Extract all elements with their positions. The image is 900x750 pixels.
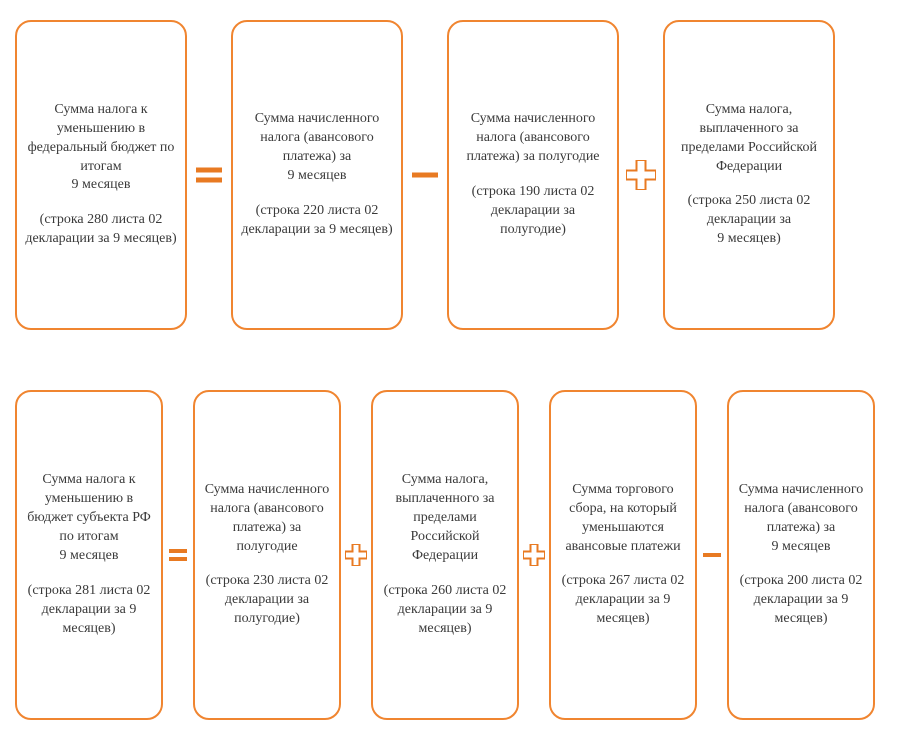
box-main-text: Сумма налога к уменьшению в федеральный … — [25, 101, 177, 195]
operator-plus-icon — [519, 544, 549, 566]
formula-box: Сумма налога к уменьшению в бюджет субъе… — [15, 390, 163, 720]
diagram-root: Сумма налога к уменьшению в федеральный … — [15, 20, 900, 720]
box-sub-text: (строка 250 листа 02 декларации за9 меся… — [673, 192, 825, 249]
box-sub-text: (строка 280 листа 02 декларации за 9 мес… — [25, 211, 177, 249]
formula-box: Сумма начисленного налога (авансового пл… — [447, 20, 619, 330]
box-main-text: Сумма налога, выплаченного за пределами … — [673, 101, 825, 177]
operator-equals-icon — [187, 160, 231, 190]
box-sub-text: (строка 200 листа 02 декларации за 9 мес… — [737, 572, 865, 629]
box-sub-text: (строка 267 листа 02 декларации за 9 мес… — [559, 572, 687, 629]
formula-box: Сумма налога к уменьшению в федеральный … — [15, 20, 187, 330]
box-sub-text: (строка 190 листа 02 декларации за полуг… — [457, 183, 609, 240]
box-sub-text: (строка 230 листа 02 декларации за полуг… — [203, 572, 331, 629]
operator-plus-icon — [341, 544, 371, 566]
operator-minus-icon — [697, 544, 727, 566]
box-main-text: Сумма начисленного налога (авансового пл… — [457, 110, 609, 167]
formula-box: Сумма торгового сбора, на который уменьш… — [549, 390, 697, 720]
box-sub-text: (строка 220 листа 02 декларации за 9 мес… — [241, 202, 393, 240]
formula-box: Сумма налога, выплаченного за пределами … — [663, 20, 835, 330]
box-main-text: Сумма начисленного налога (авансового пл… — [203, 481, 331, 557]
operator-equals-icon — [163, 544, 193, 566]
formula-box: Сумма начисленного налога (авансового пл… — [231, 20, 403, 330]
box-main-text: Сумма налога к уменьшению в бюджет субъе… — [25, 471, 153, 565]
formula-row-regional: Сумма налога к уменьшению в бюджет субъе… — [15, 390, 900, 720]
operator-plus-icon — [619, 160, 663, 190]
formula-box: Сумма налога, выплаченного за пределами … — [371, 390, 519, 720]
box-main-text: Сумма торгового сбора, на который уменьш… — [559, 481, 687, 557]
formula-row-federal: Сумма налога к уменьшению в федеральный … — [15, 20, 900, 330]
box-sub-text: (строка 281 листа 02 декларации за 9 мес… — [25, 582, 153, 639]
box-main-text: Сумма налога, выплаченного за пределами … — [381, 471, 509, 565]
formula-box: Сумма начисленного налога (авансового пл… — [727, 390, 875, 720]
box-main-text: Сумма начисленного налога (авансового пл… — [737, 481, 865, 557]
formula-box: Сумма начисленного налога (авансового пл… — [193, 390, 341, 720]
box-sub-text: (строка 260 листа 02 декларации за 9 мес… — [381, 582, 509, 639]
box-main-text: Сумма начисленного налога (авансового пл… — [241, 110, 393, 186]
operator-minus-icon — [403, 160, 447, 190]
